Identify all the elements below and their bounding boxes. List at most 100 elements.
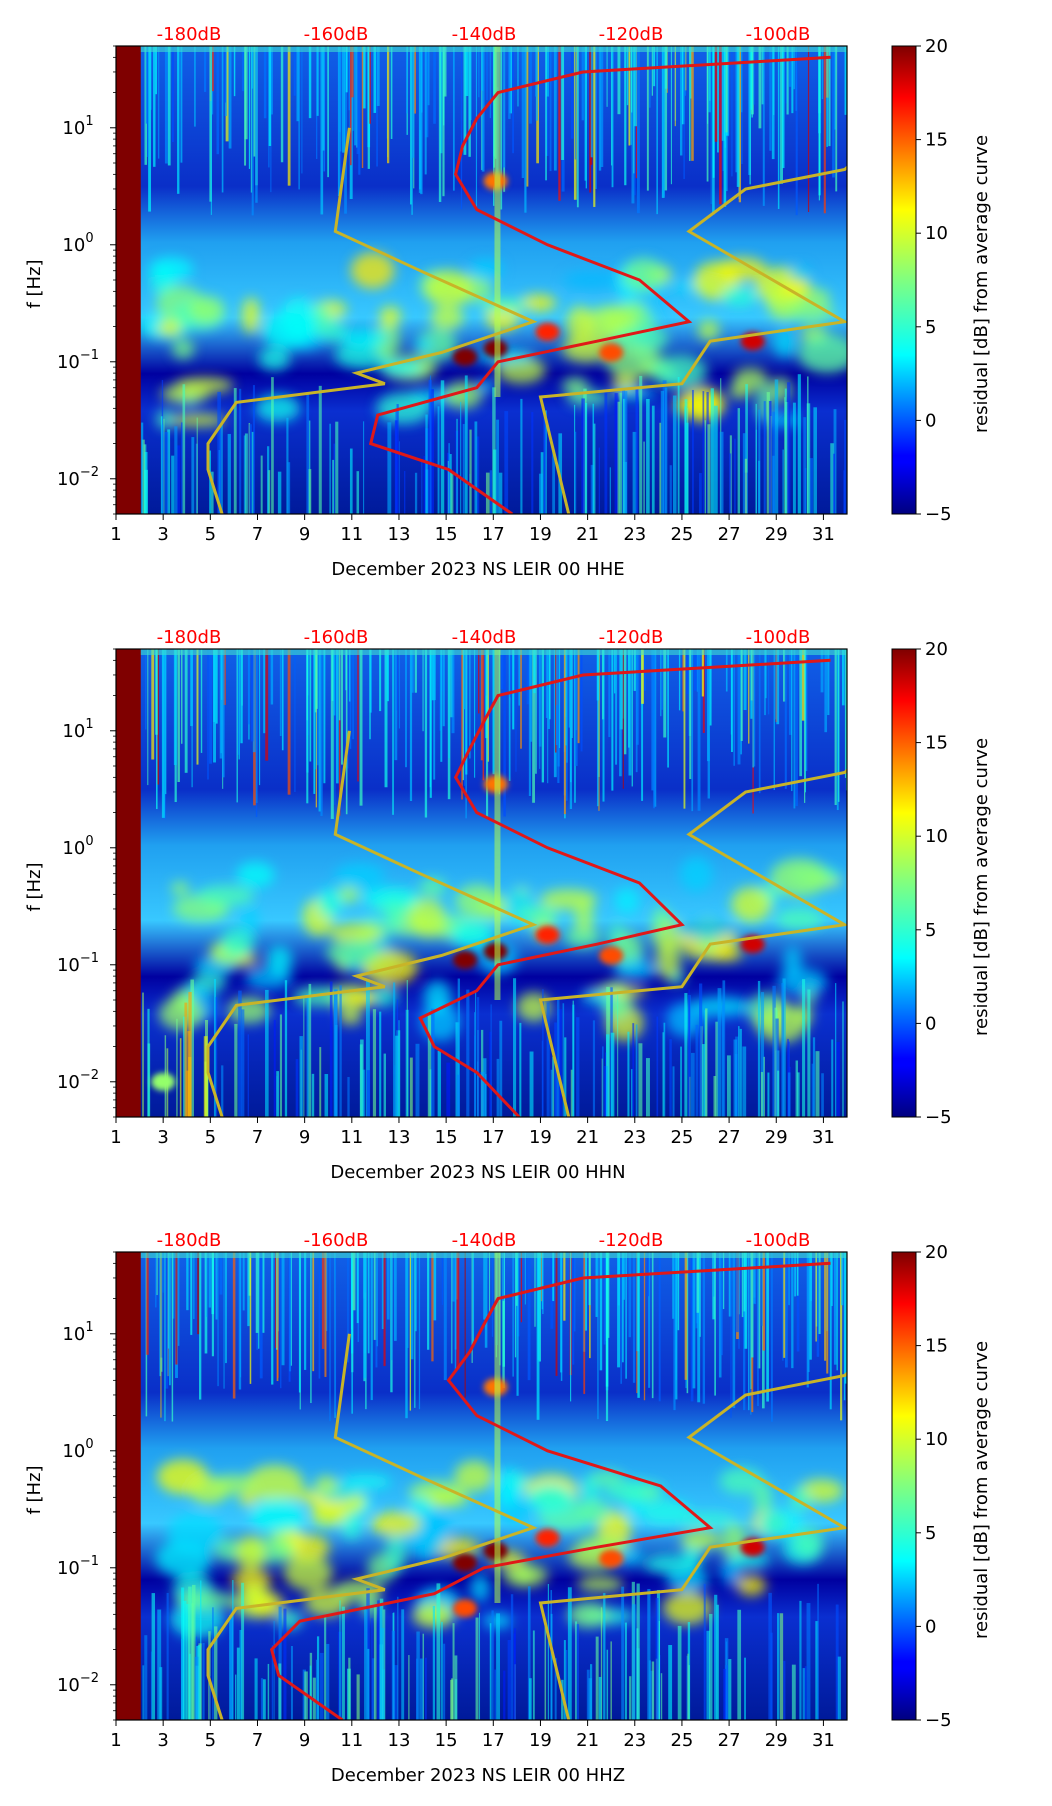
high-freq-streak: [714, 1252, 716, 1396]
low-freq-streak: [812, 1037, 816, 1117]
reference-model-curve: [538, 768, 847, 1117]
high-freq-streak: [376, 46, 378, 167]
low-freq-streak: [377, 1600, 380, 1720]
high-freq-streak: [824, 1252, 827, 1361]
x-tick-label: 13: [388, 524, 411, 545]
low-freq-streak: [755, 403, 757, 514]
high-freq-streak: [696, 649, 698, 692]
low-freq-streak: [209, 1676, 211, 1720]
db-label: -100dB: [746, 627, 811, 648]
high-freq-streak: [526, 649, 530, 705]
low-freq-streak: [638, 1043, 643, 1117]
db-scale-labels: -180dB -160dB -140dB -120dB -100dB: [157, 627, 811, 648]
x-tick-label: 17: [482, 524, 505, 545]
low-freq-streak: [558, 1009, 562, 1117]
high-freq-streak: [405, 1252, 408, 1419]
high-freq-streak: [279, 649, 282, 737]
low-freq-streak: [241, 1582, 245, 1720]
low-freq-streak: [733, 1039, 738, 1117]
high-freq-streak: [215, 649, 218, 724]
low-freq-streak: [319, 1652, 324, 1720]
residual-blob: [210, 1474, 257, 1495]
spectrogram-panel: 1 3 5 7 9 11 13 15 17 19 21 23 25 27 29 3110110010−110−…: [57, 639, 952, 1148]
high-freq-streak: [336, 649, 339, 784]
high-freq-streak: [559, 649, 561, 749]
low-freq-streak: [833, 409, 837, 514]
high-freq-streak: [661, 649, 663, 710]
high-freq-streak: [818, 1252, 821, 1335]
colorbar-tick-label: 5: [925, 1523, 936, 1544]
residual-blob: [622, 258, 665, 292]
residual-blob: [680, 1530, 721, 1550]
low-freq-streak: [677, 1625, 682, 1720]
high-freq-streak: [478, 46, 480, 98]
low-freq-streak: [454, 1655, 458, 1720]
colorbar-gradient: [891, 45, 917, 515]
db-label: -140dB: [452, 1230, 517, 1251]
low-freq-streak: [329, 423, 331, 514]
low-freq-streak: [791, 1664, 796, 1720]
high-freq-streak: [719, 46, 722, 205]
low-freq-streak: [278, 1606, 282, 1720]
high-freq-streak: [249, 1252, 252, 1384]
low-freq-streak: [774, 379, 779, 514]
high-freq-streak: [708, 46, 711, 113]
low-freq-streak: [660, 390, 665, 514]
high-freq-streak: [290, 1252, 293, 1366]
residual-blob: [266, 945, 293, 976]
high-freq-streak: [844, 649, 847, 778]
high-freq-streak: [481, 46, 484, 91]
low-freq-streak: [734, 438, 736, 514]
high-freq-streak: [552, 1252, 555, 1302]
residual-blob: [501, 1563, 549, 1587]
low-freq-streak: [606, 1649, 609, 1720]
high-freq-streak: [738, 46, 742, 203]
low-freq-streak: [830, 443, 835, 514]
high-freq-streak: [315, 649, 318, 709]
high-freq-streak: [753, 649, 756, 767]
high-freq-streak: [145, 649, 147, 730]
y-tick-exponent: 0: [85, 834, 93, 849]
colorbar-gradient: [891, 1251, 917, 1721]
high-freq-streak: [662, 46, 665, 197]
high-freq-streak: [190, 1252, 193, 1335]
low-freq-streak: [157, 1609, 162, 1720]
high-freq-streak: [526, 46, 529, 187]
low-freq-streak: [215, 997, 218, 1117]
high-freq-streak: [177, 1252, 180, 1346]
high-freq-streak: [532, 649, 535, 803]
high-freq-streak: [394, 649, 398, 761]
residual-blotches: [158, 856, 842, 1043]
low-freq-streak: [326, 1643, 330, 1720]
high-freq-streak: [491, 1252, 494, 1337]
high-freq-streak: [541, 1252, 543, 1302]
low-freq-streak: [815, 1621, 819, 1720]
high-freq-streak: [689, 649, 692, 780]
colorbar-tick-label: 20: [925, 36, 948, 57]
high-freq-streak: [643, 1252, 646, 1401]
high-freq-streak: [373, 1252, 377, 1340]
high-freq-streak: [824, 649, 828, 733]
low-freq-streak: [787, 1072, 791, 1117]
low-freq-streak: [315, 1659, 319, 1720]
low-freq-streak: [842, 1001, 844, 1117]
high-freq-streak: [207, 649, 209, 780]
high-freq-streak: [776, 649, 780, 725]
high-freq-streak: [524, 1252, 526, 1305]
low-freq-streak: [333, 443, 336, 514]
low-freq-streak: [283, 1608, 287, 1720]
high-freq-streak: [502, 1252, 505, 1301]
low-freq-streak: [807, 376, 809, 514]
residual-blob: [563, 271, 620, 289]
y-tick-exponent: −1: [80, 951, 99, 966]
low-freq-streak: [306, 993, 310, 1117]
high-freq-streak: [433, 649, 436, 780]
low-freq-streak: [383, 1053, 386, 1117]
high-freq-streak: [832, 46, 835, 178]
high-freq-streak: [223, 1252, 225, 1389]
high-freq-streak: [512, 1252, 514, 1377]
low-freq-streak: [684, 993, 688, 1117]
low-freq-streak: [707, 424, 711, 514]
high-freq-streak: [835, 46, 838, 192]
spectrogram-panel: 1 3 5 7 9 11 13 15 17 19 21 23 25 27 29 3110110010−110−…: [57, 36, 952, 545]
